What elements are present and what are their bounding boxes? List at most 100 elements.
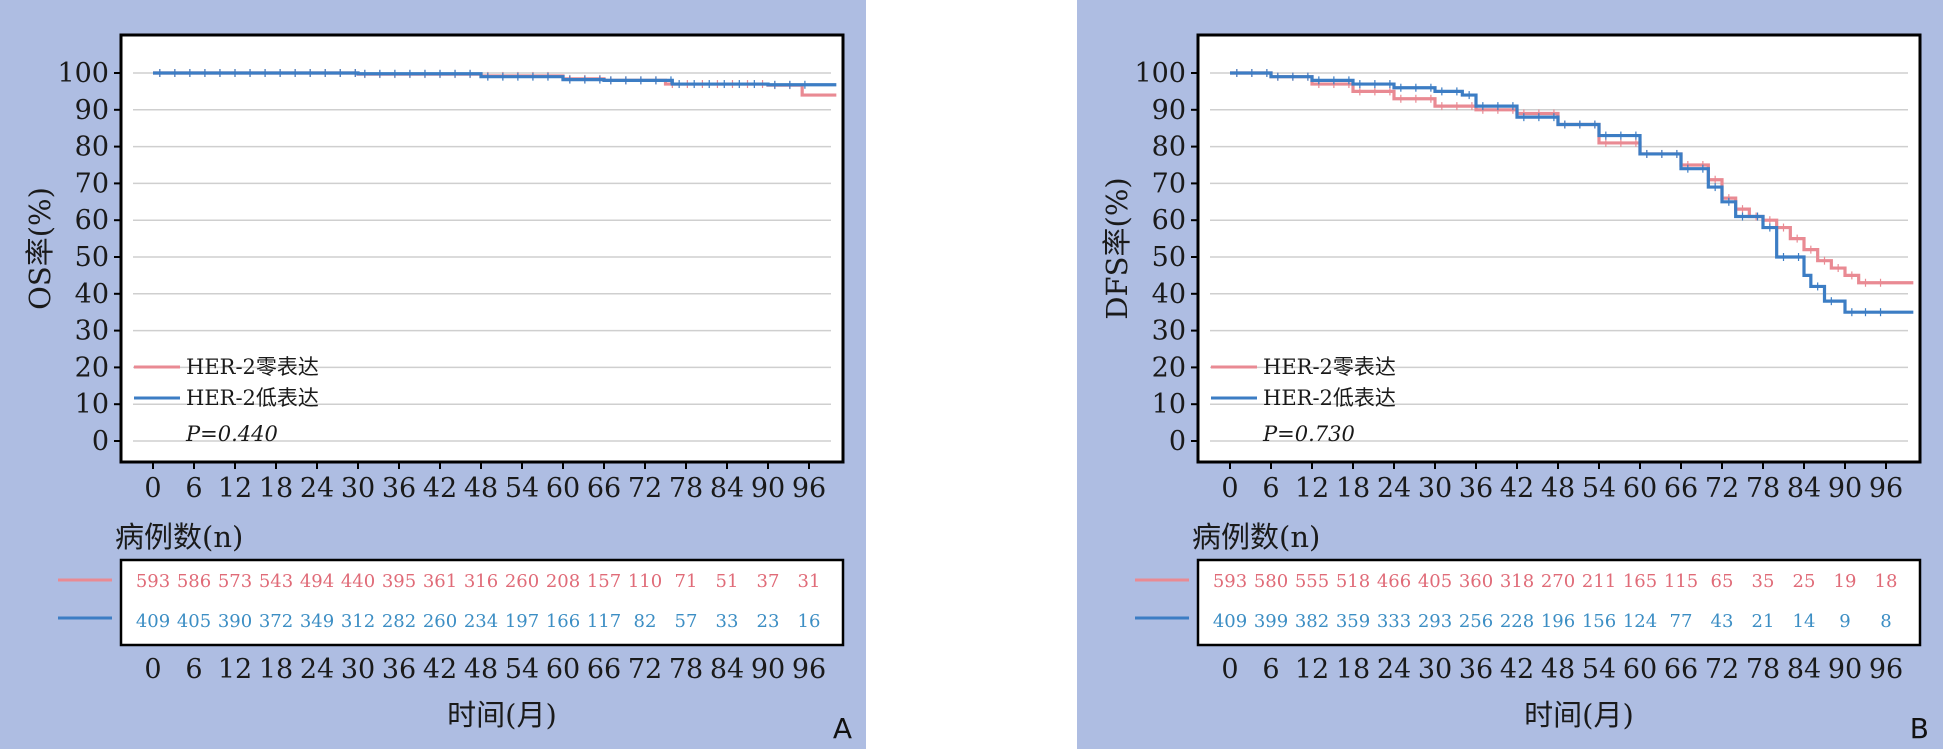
legend-label: HER-2零表达 [1263, 355, 1396, 379]
risk-cell-her2-low: 312 [341, 611, 375, 632]
risk-table-title: 病例数(n) [1192, 520, 1320, 554]
risk-cell-her2-zero: 25 [1793, 571, 1816, 592]
table-x-tick-label: 48 [1541, 654, 1575, 685]
risk-cell-her2-zero: 51 [716, 571, 739, 592]
y-tick-label: 100 [57, 58, 109, 89]
x-tick-label: 78 [1746, 473, 1780, 504]
risk-cell-her2-zero: 518 [1336, 571, 1370, 592]
y-tick-label: 90 [1152, 95, 1186, 126]
risk-cell-her2-zero: 18 [1875, 571, 1898, 592]
risk-cell-her2-low: 16 [798, 611, 821, 632]
risk-cell-her2-zero: 110 [628, 571, 662, 592]
risk-cell-her2-low: 77 [1670, 611, 1693, 632]
survival-curve-her2-low [1230, 71, 1914, 314]
x-tick-label: 24 [1377, 473, 1411, 504]
table-x-tick-label: 30 [341, 654, 375, 685]
table-x-tick-label: 36 [1459, 654, 1493, 685]
table-x-tick-label: 78 [1746, 654, 1780, 685]
risk-cell-her2-zero: 395 [382, 571, 416, 592]
table-x-tick-label: 6 [1262, 654, 1279, 685]
risk-cell-her2-zero: 318 [1500, 571, 1534, 592]
risk-cell-her2-low: 166 [546, 611, 580, 632]
risk-cell-her2-zero: 19 [1834, 571, 1857, 592]
risk-cell-her2-low: 390 [218, 611, 252, 632]
x-tick-label: 30 [341, 473, 375, 504]
table-x-tick-label: 18 [259, 654, 293, 685]
risk-cell-her2-low: 82 [634, 611, 657, 632]
risk-cell-her2-zero: 31 [798, 571, 821, 592]
table-x-tick-label: 6 [185, 654, 202, 685]
x-tick-label: 12 [1295, 473, 1329, 504]
risk-cell-her2-zero: 405 [1418, 571, 1452, 592]
y-tick-label: 40 [1152, 279, 1186, 310]
risk-cell-her2-low: 124 [1623, 611, 1657, 632]
y-tick-label: 80 [1152, 132, 1186, 163]
x-tick-label: 54 [1582, 473, 1616, 504]
x-axis-label: 时间(月) [1524, 698, 1634, 732]
y-tick-label: 0 [92, 426, 109, 457]
risk-cell-her2-low: 372 [259, 611, 293, 632]
table-x-tick-label: 66 [587, 654, 621, 685]
table-x-tick-label: 96 [792, 654, 826, 685]
risk-cell-her2-low: 197 [505, 611, 539, 632]
table-x-tick-label: 24 [300, 654, 334, 685]
x-tick-label: 42 [423, 473, 457, 504]
risk-cell-her2-zero: 260 [505, 571, 539, 592]
risk-cell-her2-zero: 580 [1254, 571, 1288, 592]
table-x-tick-label: 72 [1705, 654, 1739, 685]
x-tick-label: 60 [546, 473, 580, 504]
x-tick-label: 18 [259, 473, 293, 504]
risk-cell-her2-zero: 586 [177, 571, 211, 592]
y-tick-label: 20 [75, 352, 109, 383]
risk-cell-her2-low: 8 [1880, 611, 1891, 632]
risk-cell-her2-zero: 360 [1459, 571, 1493, 592]
table-x-tick-label: 54 [1582, 654, 1616, 685]
x-tick-label: 90 [751, 473, 785, 504]
x-tick-label: 60 [1623, 473, 1657, 504]
table-x-tick-label: 90 [751, 654, 785, 685]
risk-cell-her2-zero: 593 [1213, 571, 1247, 592]
x-tick-label: 78 [669, 473, 703, 504]
x-tick-label: 12 [218, 473, 252, 504]
table-x-tick-label: 42 [423, 654, 457, 685]
risk-cell-her2-zero: 35 [1752, 571, 1775, 592]
x-tick-label: 30 [1418, 473, 1452, 504]
risk-cell-her2-zero: 157 [587, 571, 621, 592]
risk-cell-her2-low: 21 [1752, 611, 1775, 632]
risk-cell-her2-low: 14 [1793, 611, 1816, 632]
risk-cell-her2-low: 399 [1254, 611, 1288, 632]
x-tick-label: 0 [144, 473, 161, 504]
x-tick-label: 18 [1336, 473, 1370, 504]
x-tick-label: 84 [710, 473, 744, 504]
x-tick-label: 48 [1541, 473, 1575, 504]
table-x-tick-label: 18 [1336, 654, 1370, 685]
y-axis-label: DFS率(%) [1100, 177, 1134, 319]
x-tick-label: 24 [300, 473, 334, 504]
x-tick-label: 84 [1787, 473, 1821, 504]
risk-cell-her2-zero: 494 [300, 571, 334, 592]
y-tick-label: 30 [75, 316, 109, 347]
y-tick-label: 10 [1152, 389, 1186, 420]
risk-cell-her2-zero: 573 [218, 571, 252, 592]
y-tick-label: 70 [75, 168, 109, 199]
plot-area [119, 33, 845, 464]
x-tick-label: 72 [628, 473, 662, 504]
risk-cell-her2-low: 409 [1213, 611, 1247, 632]
x-tick-label: 66 [587, 473, 621, 504]
table-x-tick-label: 66 [1664, 654, 1698, 685]
x-tick-label: 96 [1869, 473, 1903, 504]
legend-label: HER-2低表达 [1263, 386, 1396, 410]
x-tick-label: 72 [1705, 473, 1739, 504]
table-x-tick-label: 42 [1500, 654, 1534, 685]
risk-cell-her2-low: 382 [1295, 611, 1329, 632]
risk-cell-her2-low: 23 [757, 611, 780, 632]
risk-table [119, 558, 845, 647]
y-tick-label: 0 [1169, 426, 1186, 457]
km-chart-b: 0102030405060708090100006612121818242430… [1100, 33, 1929, 745]
table-x-tick-label: 24 [1377, 654, 1411, 685]
risk-cell-her2-low: 260 [423, 611, 457, 632]
x-tick-label: 54 [505, 473, 539, 504]
table-x-tick-label: 54 [505, 654, 539, 685]
y-tick-label: 50 [1152, 242, 1186, 273]
x-tick-label: 6 [1262, 473, 1279, 504]
